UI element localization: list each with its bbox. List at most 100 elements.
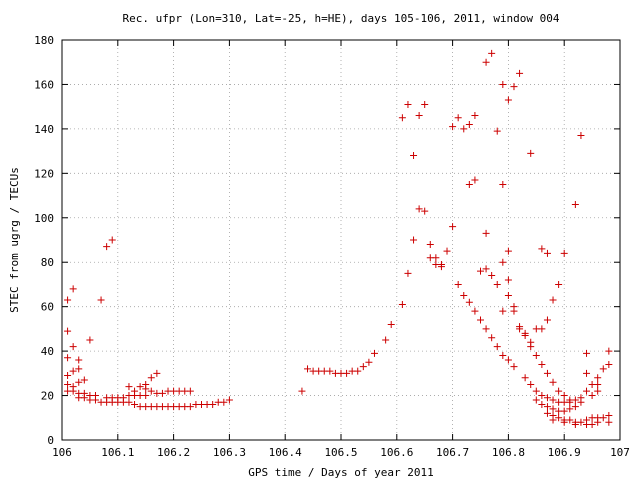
data-point (516, 323, 524, 331)
x-tick-label: 106.3 (213, 446, 246, 459)
y-tick-label: 40 (41, 345, 54, 358)
data-point (220, 398, 228, 406)
data-point (538, 400, 546, 408)
data-point (566, 416, 574, 424)
x-tick-label: 106.5 (324, 446, 357, 459)
data-point (142, 385, 150, 393)
data-point (560, 418, 568, 426)
data-point (354, 367, 362, 375)
data-point (499, 180, 507, 188)
data-point (365, 358, 373, 366)
data-point (471, 307, 479, 315)
data-point (543, 409, 551, 417)
y-tick-label: 140 (34, 123, 54, 136)
data-point (527, 380, 535, 388)
data-point (75, 378, 83, 386)
data-point (543, 369, 551, 377)
data-point (555, 414, 563, 422)
data-point (594, 380, 602, 388)
data-point (131, 387, 139, 395)
data-point (136, 383, 144, 391)
data-point (543, 316, 551, 324)
data-point (449, 223, 457, 231)
data-point (566, 405, 574, 413)
x-tick-label: 106.2 (157, 446, 190, 459)
data-point (64, 380, 72, 388)
data-point (521, 332, 529, 340)
data-point (488, 49, 496, 57)
data-point (571, 403, 579, 411)
data-point (86, 336, 94, 344)
data-point (426, 240, 434, 248)
data-point (64, 327, 72, 335)
y-tick-label: 160 (34, 78, 54, 91)
data-point (605, 412, 613, 420)
data-point (69, 285, 77, 293)
data-point (594, 374, 602, 382)
y-tick-label: 120 (34, 167, 54, 180)
data-point (560, 392, 568, 400)
data-point (326, 367, 334, 375)
data-point (454, 114, 462, 122)
data-point (538, 360, 546, 368)
data-point (499, 307, 507, 315)
data-point (125, 383, 133, 391)
data-point (493, 343, 501, 351)
data-point (465, 298, 473, 306)
data-point (560, 249, 568, 257)
x-tick-label: 106.4 (269, 446, 302, 459)
y-tick-label: 60 (41, 301, 54, 314)
x-axis-label: GPS time / Days of year 2011 (248, 466, 433, 479)
data-point (605, 360, 613, 368)
data-point (549, 296, 557, 304)
data-point (69, 387, 77, 395)
data-point (571, 396, 579, 404)
data-point (588, 420, 596, 428)
data-point (555, 280, 563, 288)
data-point (588, 392, 596, 400)
data-point (415, 112, 423, 120)
data-point (599, 414, 607, 422)
data-point (571, 200, 579, 208)
data-point (69, 343, 77, 351)
x-tick-label: 106 (52, 446, 72, 459)
data-point (359, 363, 367, 371)
data-point (527, 343, 535, 351)
data-point (471, 176, 479, 184)
data-point (532, 396, 540, 404)
data-point (477, 267, 484, 275)
data-point (382, 336, 390, 344)
data-point (577, 398, 585, 406)
data-point (538, 325, 546, 333)
data-point (605, 347, 613, 355)
data-point (583, 369, 591, 377)
data-point (186, 387, 194, 395)
data-point (482, 325, 490, 333)
data-point (97, 296, 105, 304)
data-point (153, 369, 161, 377)
data-point (510, 307, 518, 315)
data-point (488, 334, 496, 342)
data-point (543, 403, 551, 411)
data-point (499, 352, 507, 360)
data-point (499, 258, 507, 266)
data-point (482, 58, 490, 66)
data-point (186, 403, 194, 411)
data-point (493, 280, 501, 288)
data-point (477, 316, 484, 324)
y-tick-label: 0 (47, 434, 54, 447)
data-point (125, 398, 133, 406)
data-point (404, 100, 412, 108)
data-point (103, 243, 111, 251)
data-point (594, 387, 602, 395)
data-point (460, 125, 468, 133)
data-point (225, 396, 233, 404)
data-point (549, 416, 557, 424)
data-point (75, 365, 83, 373)
data-point (527, 149, 535, 157)
data-point (410, 152, 418, 160)
data-point (560, 407, 568, 415)
y-tick-label: 80 (41, 256, 54, 269)
data-point (64, 354, 72, 362)
data-point (91, 396, 99, 404)
